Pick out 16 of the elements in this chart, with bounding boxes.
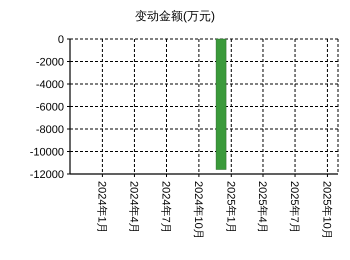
x-tick-label: 2025年7月 [288,181,300,234]
x-tick-label: 2024年1月 [95,181,108,234]
x-tick-label: 2025年1月 [224,181,236,234]
y-tick-label: -10000 [30,146,64,158]
y-tick-label: -12000 [30,169,64,181]
y-tick-label: -4000 [36,79,64,91]
x-tick-label: 2024年7月 [159,181,172,234]
x-tick-label: 2025年10月 [320,181,332,240]
x-tick-label: 2024年10月 [192,181,204,240]
y-tick-label: -6000 [36,102,64,114]
y-tick-label: -8000 [36,124,64,136]
y-tick-label: -2000 [36,56,64,68]
x-tick-label: 2025年4月 [256,181,268,234]
y-tick-label: 0 [58,34,64,46]
x-tick-label: 2024年4月 [127,181,140,234]
chart-title: 变动金额(万元) [135,9,215,23]
